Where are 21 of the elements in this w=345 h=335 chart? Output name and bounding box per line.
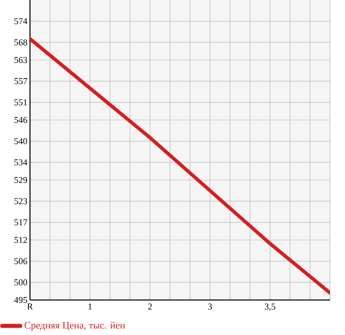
x-tick-label: 1 [88, 304, 92, 310]
y-tick-label: 529 [14, 176, 28, 184]
y-tick-label: 551 [14, 99, 27, 106]
y-tick-label: 517 [14, 219, 28, 226]
x-tick-label: 3 [208, 304, 212, 310]
y-tick-label: 512 [14, 236, 27, 244]
y-tick-label: 563 [14, 56, 28, 64]
y-tick-label: 534 [14, 159, 28, 166]
x-tick-label: 2 [148, 304, 152, 310]
y-tick-label: 540 [14, 138, 28, 144]
y-tick-label: 500 [14, 279, 28, 286]
x-tick-label: 3,5 [264, 304, 276, 311]
y-tick-label: 557 [14, 78, 28, 84]
x-tick-label: R [27, 304, 33, 310]
legend-label: Средняя Цена, тыс. йен [24, 322, 126, 331]
y-tick-label: 506 [14, 258, 28, 264]
y-tick-label: 523 [14, 198, 28, 204]
y-tick-label: 495 [14, 296, 28, 304]
y-tick-label: 574 [14, 18, 28, 24]
y-tick-label: 568 [14, 39, 28, 46]
y-tick-label: 546 [14, 116, 28, 124]
